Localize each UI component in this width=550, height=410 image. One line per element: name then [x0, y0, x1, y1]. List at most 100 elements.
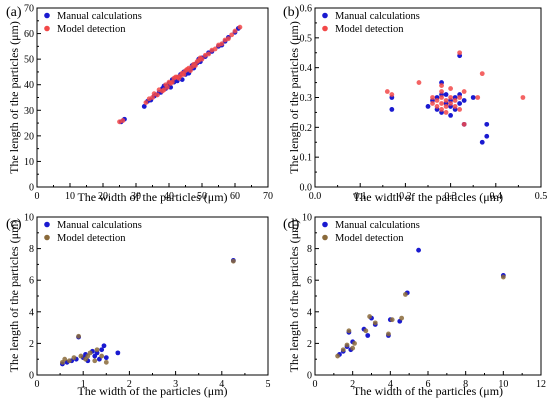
- y-tick-label: 0.2: [300, 123, 313, 134]
- data-point: [439, 89, 444, 94]
- legend-marker: [44, 221, 50, 228]
- data-point: [461, 98, 467, 103]
- data-point: [161, 87, 167, 93]
- data-point: [150, 95, 155, 100]
- data-point: [439, 107, 444, 112]
- y-tick-label: 0.5: [300, 33, 313, 44]
- data-point: [479, 71, 485, 77]
- data-point: [169, 79, 175, 85]
- series-2: [60, 258, 236, 365]
- data-point: [430, 95, 435, 100]
- y-tick-label: 8: [29, 244, 34, 255]
- x-tick-label: 3: [173, 379, 178, 390]
- data-point: [350, 345, 356, 351]
- data-point: [443, 110, 449, 115]
- x-axis-label: The width of the particles (μm): [77, 384, 227, 398]
- y-tick-label: 0: [29, 371, 34, 382]
- y-tick-label: 6: [29, 276, 34, 287]
- data-point: [168, 84, 174, 90]
- y-tick-label: 40: [24, 80, 34, 91]
- data-point: [199, 56, 205, 62]
- data-point: [143, 100, 149, 106]
- y-tick-label: 6: [307, 276, 312, 287]
- legend-label: Manual calculations: [57, 11, 142, 22]
- data-point: [103, 359, 109, 365]
- panel-label: (b): [283, 5, 300, 20]
- legend-marker: [44, 25, 50, 32]
- plot-frame: [314, 7, 542, 188]
- legend-label: Model detection: [335, 233, 404, 244]
- y-tick-label: 0: [307, 371, 312, 382]
- data-point: [344, 342, 350, 348]
- legend-label: Model detection: [57, 24, 126, 35]
- y-tick-label: 0.0: [300, 183, 313, 194]
- data-point: [479, 139, 485, 145]
- data-point: [352, 341, 357, 346]
- data-point: [500, 274, 506, 280]
- data-point: [230, 258, 236, 264]
- data-point: [92, 358, 98, 364]
- data-point: [457, 101, 463, 106]
- data-point: [87, 350, 93, 356]
- data-point: [340, 347, 346, 353]
- data-point: [212, 46, 218, 52]
- series-2: [117, 24, 243, 125]
- data-point: [66, 358, 72, 364]
- data-point: [430, 101, 435, 106]
- data-point: [193, 63, 198, 68]
- data-point: [457, 107, 463, 112]
- y-tick-label: 0.4: [300, 63, 313, 74]
- data-point: [141, 104, 147, 109]
- data-point: [475, 95, 481, 100]
- y-tick-label: 4: [29, 307, 34, 318]
- x-tick-label: 40: [164, 191, 174, 202]
- x-tick-label: 0.5: [535, 191, 548, 202]
- data-point: [62, 356, 68, 362]
- data-point: [103, 355, 109, 361]
- legend-marker: [44, 12, 50, 19]
- data-point: [372, 320, 378, 326]
- panel-label: (d): [283, 217, 300, 232]
- y-tick-label: 0: [29, 183, 34, 194]
- data-point: [335, 353, 340, 359]
- x-tick-label: 10: [65, 191, 75, 202]
- x-tick-label: 0: [35, 379, 40, 390]
- data-point: [237, 24, 243, 30]
- data-point: [71, 355, 77, 361]
- x-tick-label: 6: [426, 379, 431, 390]
- x-tick-label: 0.1: [354, 191, 367, 202]
- y-tick-label: 60: [24, 29, 34, 40]
- x-tick-label: 0.2: [399, 191, 412, 202]
- legend-marker: [44, 234, 50, 241]
- y-tick-label: 8: [307, 244, 312, 255]
- data-point: [461, 89, 467, 94]
- x-axis-label: The width of the particles (μm): [353, 190, 503, 204]
- x-tick-label: 50: [197, 191, 207, 202]
- data-point: [470, 95, 476, 100]
- data-point: [457, 95, 463, 100]
- x-tick-label: 0.3: [444, 191, 457, 202]
- data-point: [434, 104, 440, 109]
- y-tick-label: 10: [302, 213, 312, 224]
- panel-3: (c) 0 1 2 3 4 5 0 2 4 6 8 10 The width of the particl…: [6, 213, 271, 399]
- data-point: [389, 317, 395, 323]
- data-point: [188, 68, 193, 74]
- y-axis-label: The length of the particles (μm): [7, 21, 21, 174]
- data-point: [363, 328, 369, 334]
- x-tick-label: 30: [131, 191, 141, 202]
- x-tick-label: 60: [230, 191, 240, 202]
- x-tick-label: 4: [219, 379, 224, 390]
- plot-frame: [36, 216, 269, 376]
- data-point: [439, 101, 444, 106]
- y-tick-label: 2: [29, 339, 34, 350]
- data-point: [94, 347, 100, 353]
- data-point: [416, 80, 422, 85]
- data-point: [484, 121, 490, 127]
- x-tick-label: 10: [498, 379, 508, 390]
- legend-label: Model detection: [335, 24, 404, 35]
- y-tick-label: 0.6: [300, 4, 313, 15]
- data-point: [389, 107, 395, 112]
- data-point: [443, 98, 449, 103]
